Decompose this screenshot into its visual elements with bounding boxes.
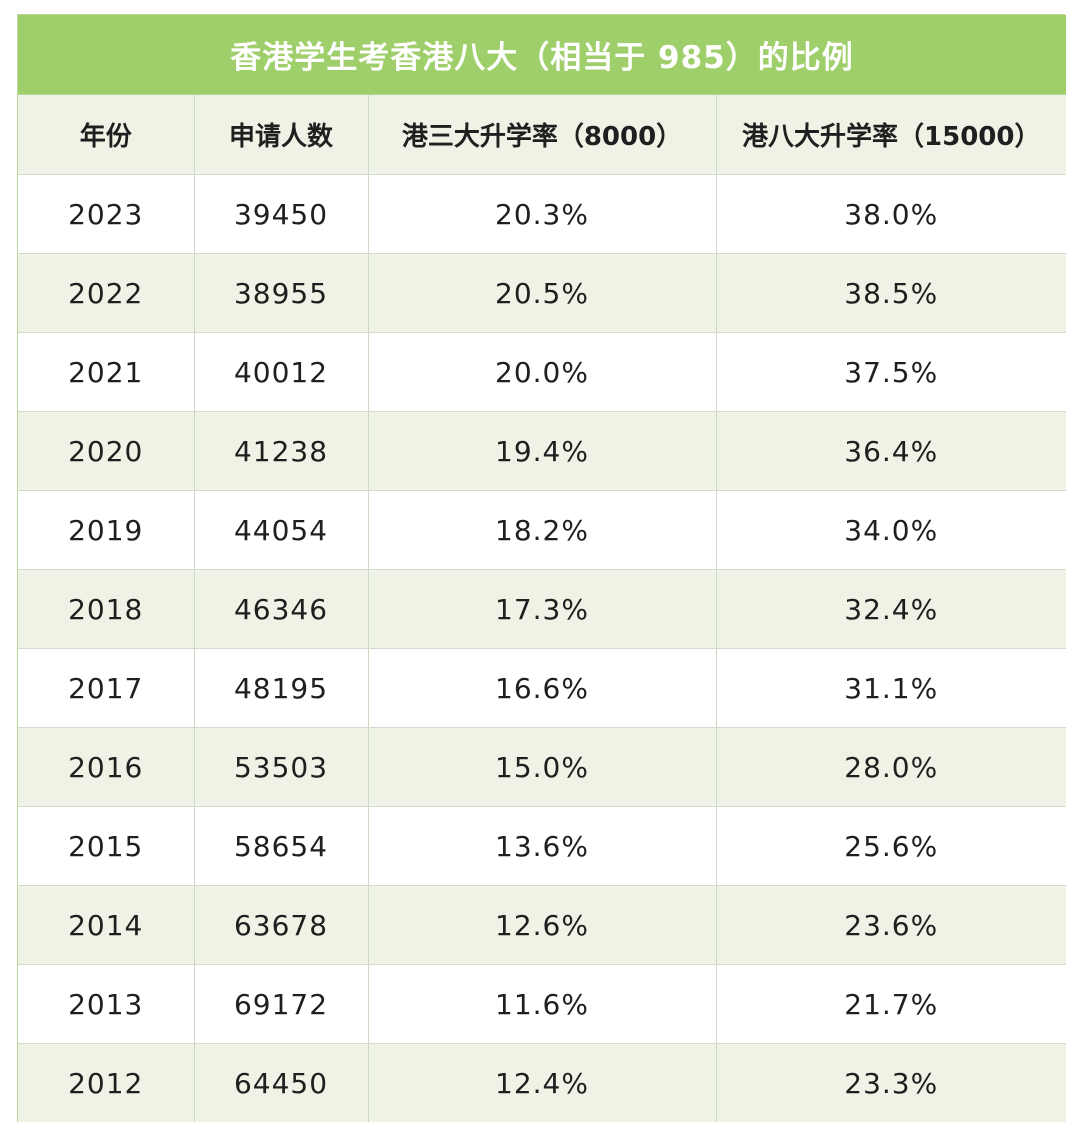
header-top8-rate: 港八大升学率（15000）: [716, 94, 1067, 175]
cell-top3-rate: 16.6%: [368, 648, 717, 728]
cell-top3-rate: 11.6%: [368, 964, 717, 1044]
cell-year: 2013: [18, 964, 195, 1044]
cell-top3-rate: 20.3%: [368, 174, 717, 254]
cell-applicants: 53503: [194, 727, 369, 807]
cell-top8-rate: 23.6%: [716, 885, 1067, 965]
cell-year: 2018: [18, 569, 195, 649]
cell-top3-rate: 15.0%: [368, 727, 717, 807]
cell-top8-rate: 36.4%: [716, 411, 1067, 491]
cell-year: 2017: [18, 648, 195, 728]
header-row: 年份 申请人数 港三大升学率（8000） 港八大升学率（15000）: [18, 94, 1067, 175]
table-row: 2015 58654 13.6% 25.6%: [18, 806, 1067, 886]
cell-top3-rate: 12.4%: [368, 1043, 717, 1122]
cell-top8-rate: 32.4%: [716, 569, 1067, 649]
data-table-container: 香港学生考香港八大（相当于 985）的比例 年份 申请人数 港三大升学率（800…: [17, 14, 1067, 1122]
cell-year: 2014: [18, 885, 195, 965]
cell-applicants: 40012: [194, 332, 369, 412]
cell-top8-rate: 28.0%: [716, 727, 1067, 807]
cell-applicants: 63678: [194, 885, 369, 965]
data-table: 香港学生考香港八大（相当于 985）的比例 年份 申请人数 港三大升学率（800…: [18, 15, 1067, 1122]
cell-top3-rate: 20.5%: [368, 253, 717, 333]
cell-applicants: 64450: [194, 1043, 369, 1122]
table-row: 2014 63678 12.6% 23.6%: [18, 885, 1067, 965]
cell-year: 2023: [18, 174, 195, 254]
table-row: 2023 39450 20.3% 38.0%: [18, 174, 1067, 254]
table-body: 2023 39450 20.3% 38.0% 2022 38955 20.5% 38.5% 20…: [18, 174, 1067, 1122]
cell-year: 2012: [18, 1043, 195, 1122]
cell-top8-rate: 37.5%: [716, 332, 1067, 412]
cell-year: 2015: [18, 806, 195, 886]
cell-top8-rate: 25.6%: [716, 806, 1067, 886]
cell-applicants: 39450: [194, 174, 369, 254]
table-row: 2017 48195 16.6% 31.1%: [18, 648, 1067, 728]
cell-top3-rate: 19.4%: [368, 411, 717, 491]
cell-applicants: 58654: [194, 806, 369, 886]
cell-top8-rate: 21.7%: [716, 964, 1067, 1044]
cell-top8-rate: 23.3%: [716, 1043, 1067, 1122]
table-title: 香港学生考香港八大（相当于 985）的比例: [18, 15, 1067, 95]
cell-year: 2016: [18, 727, 195, 807]
table-row: 2016 53503 15.0% 28.0%: [18, 727, 1067, 807]
header-top3-rate: 港三大升学率（8000）: [368, 94, 717, 175]
cell-applicants: 69172: [194, 964, 369, 1044]
table-row: 2019 44054 18.2% 34.0%: [18, 490, 1067, 570]
cell-applicants: 38955: [194, 253, 369, 333]
cell-year: 2021: [18, 332, 195, 412]
cell-top8-rate: 31.1%: [716, 648, 1067, 728]
cell-year: 2020: [18, 411, 195, 491]
cell-applicants: 46346: [194, 569, 369, 649]
table-row: 2020 41238 19.4% 36.4%: [18, 411, 1067, 491]
cell-top8-rate: 38.0%: [716, 174, 1067, 254]
cell-year: 2022: [18, 253, 195, 333]
header-year: 年份: [18, 94, 195, 175]
table-row: 2021 40012 20.0% 37.5%: [18, 332, 1067, 412]
table-row: 2022 38955 20.5% 38.5%: [18, 253, 1067, 333]
cell-top8-rate: 34.0%: [716, 490, 1067, 570]
table-row: 2018 46346 17.3% 32.4%: [18, 569, 1067, 649]
title-row: 香港学生考香港八大（相当于 985）的比例: [18, 15, 1067, 95]
cell-top3-rate: 17.3%: [368, 569, 717, 649]
cell-year: 2019: [18, 490, 195, 570]
cell-top3-rate: 18.2%: [368, 490, 717, 570]
cell-applicants: 48195: [194, 648, 369, 728]
cell-applicants: 44054: [194, 490, 369, 570]
header-applicants: 申请人数: [194, 94, 369, 175]
table-row: 2013 69172 11.6% 21.7%: [18, 964, 1067, 1044]
table-row: 2012 64450 12.4% 23.3%: [18, 1043, 1067, 1122]
cell-top3-rate: 13.6%: [368, 806, 717, 886]
cell-applicants: 41238: [194, 411, 369, 491]
cell-top3-rate: 12.6%: [368, 885, 717, 965]
cell-top3-rate: 20.0%: [368, 332, 717, 412]
cell-top8-rate: 38.5%: [716, 253, 1067, 333]
